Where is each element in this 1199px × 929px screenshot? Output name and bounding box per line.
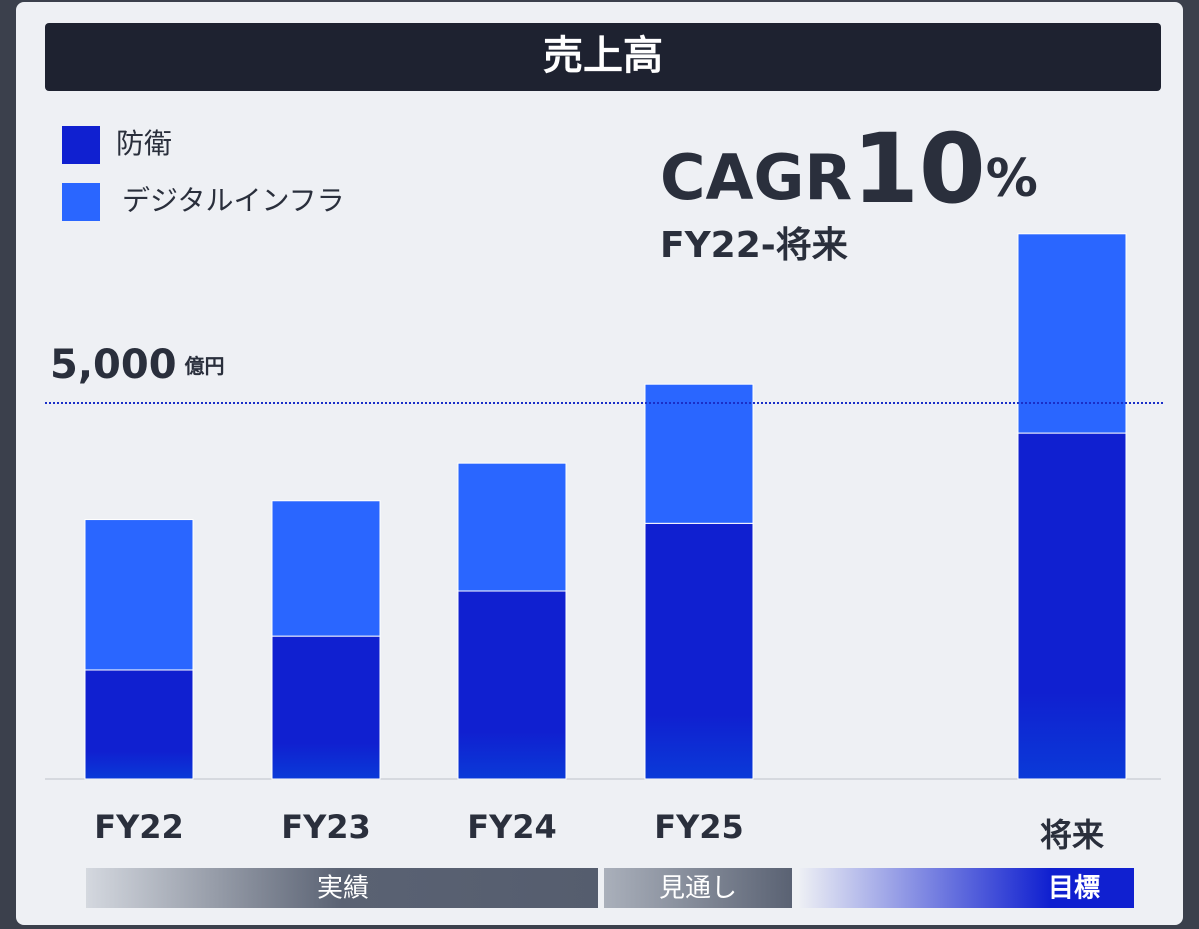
x-tick-label: FY22 xyxy=(94,808,184,846)
bar-segment xyxy=(271,635,381,780)
legend-label: 防衛 xyxy=(116,127,172,160)
bar-segment xyxy=(1017,432,1127,780)
bar-segment xyxy=(457,462,567,592)
bar-segment xyxy=(1017,233,1127,434)
period-label: 見通し xyxy=(659,874,737,904)
reference-value: 5,000 xyxy=(50,342,177,388)
bar-segment xyxy=(457,590,567,780)
cagr-period: FY22-将来 xyxy=(660,225,848,266)
chart-title: 売上高 xyxy=(543,33,663,79)
title-bar xyxy=(45,23,1161,91)
period-label: 目標 xyxy=(1048,874,1100,904)
reference-label: 5,000 億円 xyxy=(50,342,225,388)
cagr-suffix: % xyxy=(986,149,1038,209)
x-tick-label: FY23 xyxy=(281,808,371,846)
bar-segment xyxy=(84,669,194,780)
legend-swatch xyxy=(62,183,100,221)
period-band xyxy=(86,868,598,908)
cagr-number: 10 xyxy=(852,113,986,225)
bar-segment xyxy=(84,519,194,671)
x-tick-label: FY25 xyxy=(654,808,744,846)
period-label: 実績 xyxy=(317,874,369,904)
legend-label: デジタルインフラ xyxy=(122,184,345,217)
reference-unit: 億円 xyxy=(185,354,225,378)
period-band xyxy=(798,868,1134,908)
cagr: CAGR10% xyxy=(660,113,1038,225)
bar-segment xyxy=(644,522,754,780)
x-tick-label: FY24 xyxy=(467,808,557,846)
legend-swatch xyxy=(62,126,100,164)
bar-segment xyxy=(644,383,754,524)
card xyxy=(16,2,1183,925)
period-band xyxy=(604,868,792,908)
cagr-prefix: CAGR xyxy=(660,141,852,214)
bar-segment xyxy=(271,500,381,637)
x-tick-label: 将来 xyxy=(1040,816,1104,854)
